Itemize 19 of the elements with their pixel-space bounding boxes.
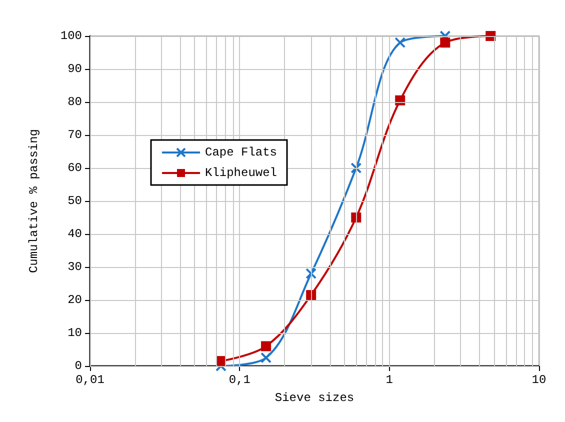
y-axis-title: Cumulative % passing xyxy=(27,128,41,274)
y-tick-label: 0 xyxy=(74,359,82,373)
y-tick-label: 40 xyxy=(68,227,82,241)
y-tick-label: 100 xyxy=(60,29,82,43)
y-tick-label: 90 xyxy=(68,62,82,76)
x-tick-label: 10 xyxy=(532,373,546,387)
y-tick-label: 20 xyxy=(68,293,82,307)
y-tick-label: 30 xyxy=(68,260,82,274)
legend-label: Cape Flats xyxy=(205,146,278,160)
x-tick-label: 0,1 xyxy=(228,373,250,387)
x-tick-label: 1 xyxy=(386,373,393,387)
x-axis-title: Sieve sizes xyxy=(274,391,354,405)
y-tick-label: 70 xyxy=(68,128,82,142)
y-tick-label: 60 xyxy=(68,161,82,175)
y-tick-label: 10 xyxy=(68,326,82,340)
x-tick-label: 0,01 xyxy=(76,373,104,387)
y-tick-label: 50 xyxy=(68,194,82,208)
legend-label: Klipheuwel xyxy=(205,166,278,180)
y-tick-label: 80 xyxy=(68,95,82,109)
